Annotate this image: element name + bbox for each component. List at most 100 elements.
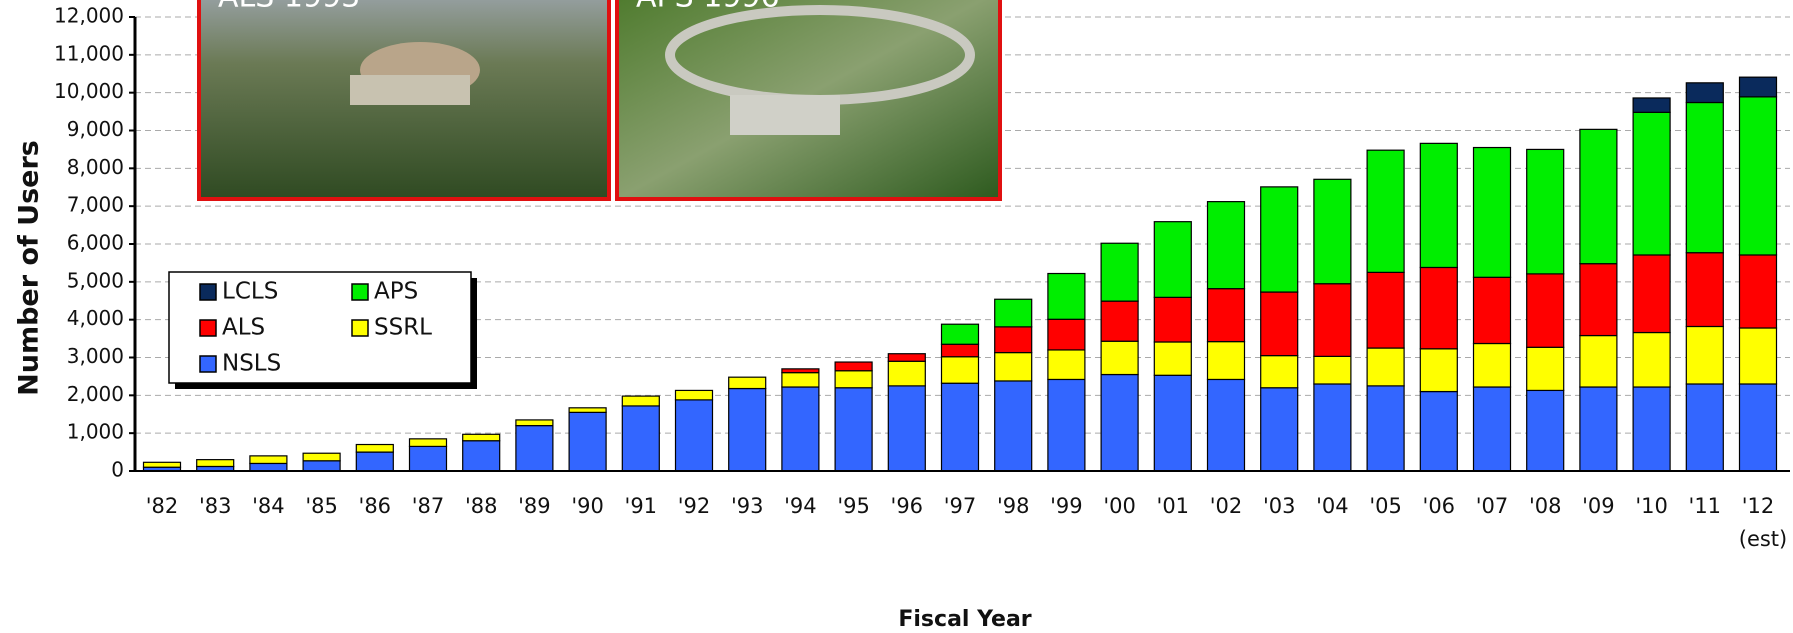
legend: LCLS APS ALS SSRL NSLS	[168, 271, 477, 389]
bar-segment	[1632, 331, 1671, 388]
x-tick-label: '07	[1476, 494, 1509, 518]
bar-segment	[1738, 254, 1778, 329]
y-tick-label: 8,000	[67, 155, 124, 179]
x-tick-label: '06	[1423, 494, 1456, 518]
bar-segment	[1260, 387, 1299, 472]
x-tick-label: '96	[891, 494, 924, 518]
x-tick-label: '08	[1529, 494, 1562, 518]
bar-segment	[1313, 283, 1352, 357]
x-tick-label: '89	[518, 494, 551, 518]
y-tick-label: 2,000	[67, 382, 124, 406]
x-tick-label: '12	[1742, 494, 1775, 518]
bar-segment	[1579, 263, 1618, 337]
bar-segment	[1685, 101, 1724, 254]
bar-segment	[674, 389, 714, 401]
bar-segment	[994, 351, 1033, 382]
x-tick-label: '92	[678, 494, 711, 518]
bar-segment	[1100, 340, 1139, 376]
bar-segment	[621, 395, 660, 407]
legend-label: LCLS	[222, 279, 278, 305]
bar-segment	[1206, 378, 1246, 472]
bar-segment	[1313, 383, 1352, 472]
bar-segment	[1313, 178, 1352, 285]
bar-segment	[994, 326, 1033, 354]
bar-segment	[1472, 146, 1512, 278]
photo-caption: APS 1996	[636, 0, 780, 15]
bar-segment	[1685, 383, 1724, 472]
y-tick-label: 12,000	[54, 4, 124, 28]
bar-segment	[1472, 342, 1512, 388]
bar-segment	[142, 461, 182, 468]
bar-segment	[1685, 252, 1724, 328]
bar-segment	[1579, 128, 1618, 265]
x-tick-label: '03	[1263, 494, 1296, 518]
legend-box	[168, 271, 472, 384]
x-tick-label: '95	[837, 494, 870, 518]
bar-segment	[834, 370, 873, 389]
bar-segment	[568, 411, 607, 472]
x-tick-label: '10	[1635, 494, 1668, 518]
legend-swatch	[199, 283, 217, 301]
bar-segment	[781, 386, 820, 472]
bar-segment	[940, 323, 980, 345]
bar-segment	[781, 368, 820, 374]
bar-segment	[515, 419, 554, 427]
photo-caption: ALS 1993	[218, 0, 360, 15]
bar-segment	[1738, 327, 1778, 385]
bar-segment	[1047, 349, 1086, 381]
x-axis-title: Fiscal Year	[898, 607, 1031, 632]
bar-segment	[1260, 355, 1299, 389]
x-tick-label: '00	[1103, 494, 1136, 518]
bar-segment	[1313, 355, 1352, 385]
bar-segment	[1632, 386, 1671, 472]
bar-segment	[1472, 386, 1512, 472]
y-tick-label: 1,000	[67, 420, 124, 444]
bar-segment	[1472, 276, 1512, 345]
bar-segment	[1419, 348, 1458, 393]
bar-segment	[1526, 389, 1565, 472]
legend-label: ALS	[222, 315, 265, 341]
bar-segment	[940, 356, 980, 384]
bar-segment	[1579, 386, 1618, 472]
bar-segment	[408, 445, 448, 472]
y-tick-label: 11,000	[54, 41, 124, 65]
bar-segment	[1260, 291, 1299, 357]
bar-segment	[355, 443, 394, 453]
bar-segment	[1632, 254, 1671, 334]
bar-segment	[1100, 300, 1139, 342]
x-tick-label: '91	[625, 494, 658, 518]
bar-segment	[1738, 96, 1778, 256]
bar-segment	[1366, 149, 1405, 273]
x-tick-label: '87	[412, 494, 445, 518]
bar-segment	[994, 380, 1033, 472]
bar-segment	[621, 405, 660, 472]
legend-swatch	[351, 283, 369, 301]
bar-segment	[1366, 347, 1405, 387]
annotation: (est)	[1739, 527, 1787, 551]
bar-segment	[249, 462, 288, 472]
bar-segment	[834, 361, 873, 372]
x-tick-label: '98	[997, 494, 1030, 518]
bar-segment	[1047, 378, 1086, 472]
x-tick-label: '84	[252, 494, 285, 518]
x-tick-label: '85	[305, 494, 338, 518]
bar-segment	[462, 433, 501, 442]
bar-segment	[249, 455, 288, 465]
photo-aps	[615, 0, 1002, 201]
bar-segment	[1419, 390, 1458, 472]
bar-segment	[728, 387, 767, 472]
x-tick-label: '05	[1369, 494, 1402, 518]
bar-segment	[408, 438, 448, 448]
legend-swatch	[199, 319, 217, 337]
x-tick-label: '97	[944, 494, 977, 518]
bar-segment	[1206, 201, 1246, 290]
bar-segment	[1047, 272, 1086, 320]
x-tick-label: '88	[465, 494, 498, 518]
x-tick-label: '01	[1157, 494, 1190, 518]
bar-segment	[1632, 97, 1671, 113]
bar-segment	[940, 382, 980, 472]
bar-segment	[568, 407, 607, 413]
legend-label: APS	[374, 279, 418, 305]
x-tick-label: '09	[1582, 494, 1615, 518]
